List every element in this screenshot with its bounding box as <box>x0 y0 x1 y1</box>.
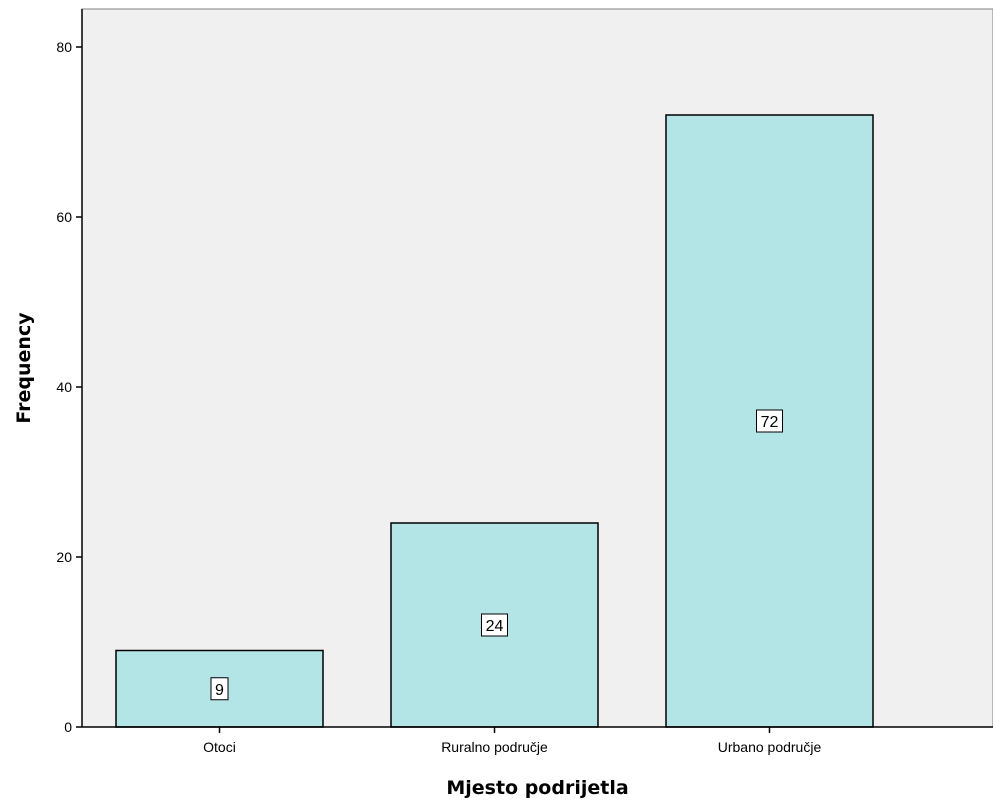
x-tick-label-1: Ruralno područje <box>441 739 548 755</box>
data-label-0: 9 <box>215 682 224 699</box>
data-label-2: 72 <box>761 414 779 431</box>
data-label-1: 24 <box>486 618 504 635</box>
y-tick-label-3: 60 <box>56 209 72 225</box>
x-axis-title: Mjesto podrijetla <box>446 777 628 799</box>
x-axis: Otoci Ruralno područje Urbano područje <box>82 726 993 755</box>
y-tick-label-1: 20 <box>56 549 72 565</box>
data-label-box-2 <box>756 409 783 433</box>
y-tick-label-0: 0 <box>64 719 72 735</box>
y-axis-title: Frequency <box>13 312 35 424</box>
x-tick-label-0: Otoci <box>203 739 236 755</box>
x-tick-label-2: Urbano područje <box>718 739 822 755</box>
data-labels: 9 24 72 <box>210 409 783 701</box>
y-tick-label-4: 80 <box>56 39 72 55</box>
y-tick-label-2: 40 <box>56 379 72 395</box>
data-label-box-1 <box>481 613 508 637</box>
data-label-box-0 <box>210 677 229 701</box>
y-axis: 0 20 40 60 80 <box>56 9 83 735</box>
